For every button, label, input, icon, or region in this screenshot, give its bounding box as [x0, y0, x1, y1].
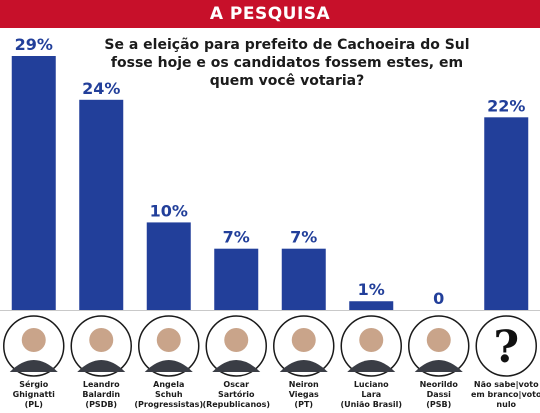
candidate-name: Sérgio Ghignatti (PL) — [0, 380, 74, 410]
candidate-name-line: Não sabe|voto — [473, 380, 539, 389]
bar — [484, 117, 529, 310]
value-label: 29% — [15, 35, 53, 54]
bar — [79, 99, 124, 310]
bar — [146, 222, 191, 310]
candidate-name-line: Sérgio — [19, 380, 49, 389]
person-photo-icon — [205, 315, 267, 377]
candidate-name-line: Neiron — [288, 380, 319, 389]
question-mark-icon: ? — [475, 315, 537, 377]
person-photo-icon — [70, 315, 132, 377]
value-label: 10% — [150, 201, 188, 220]
candidate-name-line: (PL) — [24, 400, 43, 409]
candidate-name-line: Oscar — [223, 380, 250, 389]
candidate-name-line: Schuh — [154, 390, 183, 399]
candidate-name-line: nulo — [496, 400, 517, 409]
candidate-name-line: (PT) — [294, 400, 314, 409]
value-label: 1% — [358, 280, 385, 299]
bar — [281, 248, 326, 310]
candidate-name-line: Balardin — [82, 390, 121, 399]
header-banner: A PESQUISA — [0, 0, 540, 28]
bar — [349, 301, 394, 310]
candidate-name: Não sabe|voto em branco|voto nulo — [466, 380, 540, 410]
candidate-name: Oscar Sartório (Republicanos) — [196, 380, 276, 410]
candidate-name-line: (União Brasil) — [340, 400, 403, 409]
value-label: 0 — [433, 289, 444, 308]
candidate-name-line: Ghignatti — [12, 390, 55, 399]
candidate-name: Neiron Viegas (PT) — [264, 380, 344, 410]
candidate-name-line: Angela — [153, 380, 185, 389]
value-label: 24% — [82, 79, 120, 98]
candidate-name: Neorildo Dassi (PSB) — [399, 380, 479, 410]
candidate-name-line: Leandro — [82, 380, 120, 389]
candidate-name-line: (PSDB) — [85, 400, 118, 409]
candidate-name-line: em branco|voto — [470, 390, 540, 399]
value-label: 7% — [290, 228, 317, 247]
candidate-name-line: Dassi — [426, 390, 451, 399]
candidate-name-line: (Republicanos) — [202, 400, 271, 409]
person-photo-icon — [340, 315, 402, 377]
person-photo-icon — [138, 315, 200, 377]
candidate-name: Leandro Balardin (PSDB) — [61, 380, 141, 410]
value-label: 22% — [487, 96, 525, 115]
candidate-name-line: Viegas — [288, 390, 319, 399]
header-title: A PESQUISA — [209, 4, 331, 24]
candidate-name-line: (PSB) — [426, 400, 452, 409]
person-photo-icon — [3, 315, 65, 377]
candidate-name-line: Lara — [361, 390, 382, 399]
person-photo-icon — [273, 315, 335, 377]
bar — [214, 248, 259, 310]
candidate-name-line: Neorildo — [419, 380, 458, 389]
candidate-name-line: Luciano — [353, 380, 389, 389]
value-label: 7% — [223, 228, 250, 247]
candidate-name-line: Sartório — [217, 390, 255, 399]
question-text: Se a eleição para prefeito de Cachoeira … — [104, 37, 470, 89]
candidate-name: Angela Schuh (Progressistas) — [129, 380, 209, 410]
person-photo-icon — [408, 315, 470, 377]
svg-text:?: ? — [493, 322, 519, 373]
bar — [11, 56, 56, 310]
candidate-name-line: (Progressistas) — [134, 400, 204, 409]
candidate-name: Luciano Lara (União Brasil) — [331, 380, 411, 410]
